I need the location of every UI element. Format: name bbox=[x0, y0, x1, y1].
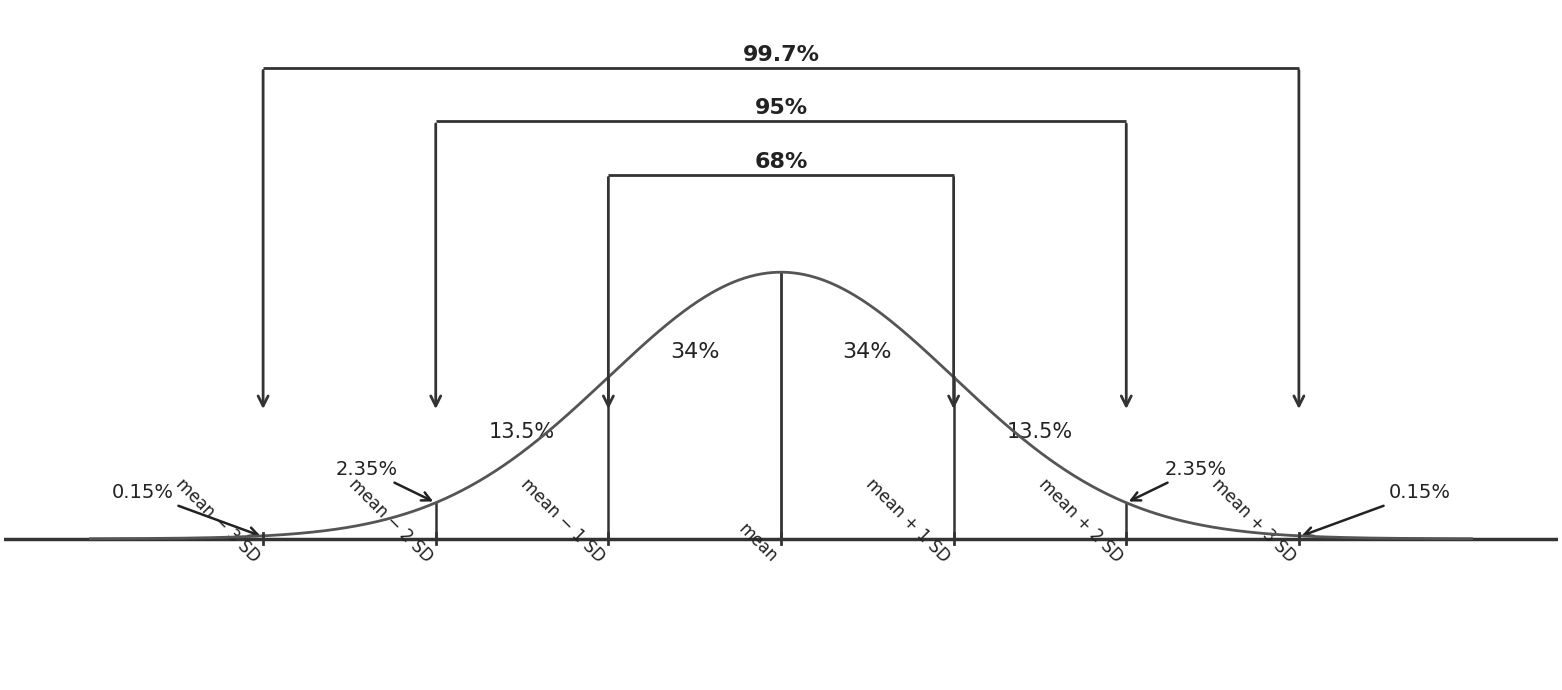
Text: 2.35%: 2.35% bbox=[336, 460, 431, 500]
Text: 34%: 34% bbox=[842, 342, 892, 362]
Text: 13.5%: 13.5% bbox=[489, 422, 555, 442]
Text: 0.15%: 0.15% bbox=[1304, 483, 1451, 536]
Text: 2.35%: 2.35% bbox=[1131, 460, 1226, 500]
Text: 99.7%: 99.7% bbox=[742, 45, 820, 65]
Text: 34%: 34% bbox=[670, 342, 720, 362]
Text: mean: mean bbox=[736, 520, 781, 566]
Text: 95%: 95% bbox=[754, 99, 808, 119]
Text: mean − 3 SD: mean − 3 SD bbox=[172, 475, 262, 566]
Text: 13.5%: 13.5% bbox=[1007, 422, 1073, 442]
Text: mean − 1 SD: mean − 1 SD bbox=[517, 475, 608, 566]
Text: mean + 3 SD: mean + 3 SD bbox=[1207, 475, 1300, 566]
Text: mean − 2 SD: mean − 2 SD bbox=[345, 475, 436, 566]
Text: mean + 2 SD: mean + 2 SD bbox=[1036, 475, 1126, 566]
Text: mean + 1 SD: mean + 1 SD bbox=[862, 475, 954, 566]
Text: 0.15%: 0.15% bbox=[111, 483, 258, 536]
Text: 68%: 68% bbox=[754, 152, 808, 172]
